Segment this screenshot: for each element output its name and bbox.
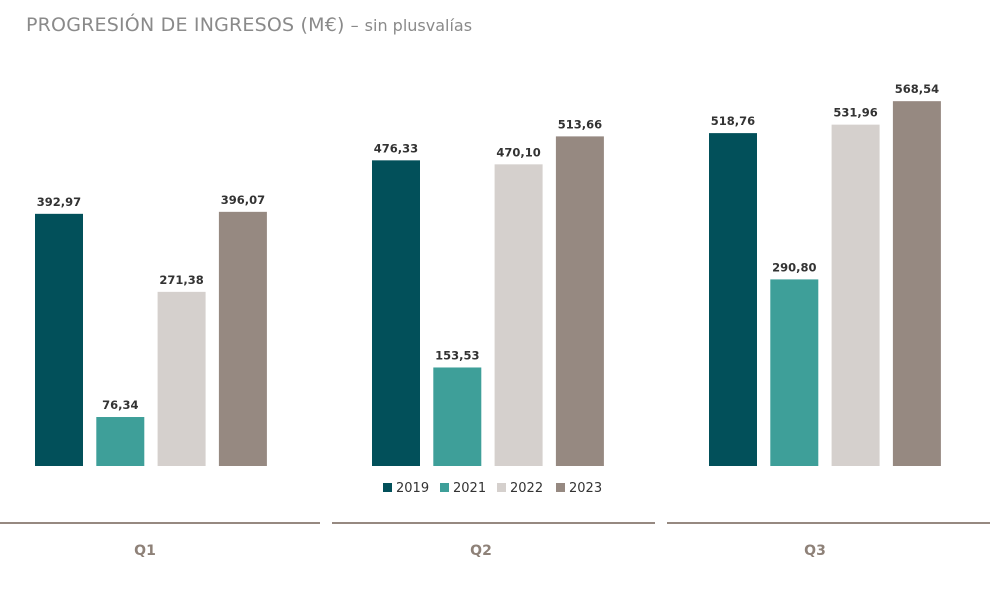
title-separator: – — [350, 16, 359, 35]
bar-q1-2023 — [218, 211, 267, 466]
bar-q2-2021 — [433, 367, 482, 466]
value-label-q1-2022: 271,38 — [159, 273, 203, 287]
bar-q3-2023 — [892, 101, 941, 467]
bar-q3-2019 — [709, 133, 757, 467]
category-label-q3: Q3 — [804, 543, 826, 559]
legend-label-2022: 2022 — [510, 481, 543, 496]
legend-label-2019: 2019 — [396, 481, 429, 496]
value-label-q2-2019: 476,33 — [374, 141, 418, 155]
value-label-q3-2022: 531,96 — [833, 106, 877, 120]
bar-q2-2023 — [555, 136, 604, 466]
bar-q2-2022 — [494, 164, 543, 466]
legend-swatch-2021 — [440, 483, 449, 492]
bar-q3-2021 — [770, 279, 819, 466]
value-label-q3-2019: 518,76 — [711, 114, 755, 128]
bar-q1-2019 — [35, 213, 83, 466]
bar-q2-2019 — [372, 160, 420, 466]
legend-label-2021: 2021 — [453, 481, 486, 496]
value-label-q2-2021: 153,53 — [435, 348, 479, 362]
legend-label-2023: 2023 — [569, 481, 602, 496]
bar-q3-2022 — [831, 124, 880, 466]
value-label-q3-2021: 290,80 — [772, 260, 816, 274]
legend-swatch-2023 — [556, 483, 565, 492]
title-subtitle: sin plusvalías — [364, 16, 473, 35]
value-label-q3-2023: 568,54 — [895, 82, 939, 96]
value-label-q2-2023: 513,66 — [558, 117, 602, 131]
value-label-q1-2021: 76,34 — [102, 398, 138, 412]
value-label-q2-2022: 470,10 — [496, 145, 540, 159]
value-label-q1-2023: 396,07 — [221, 193, 265, 207]
title-main: PROGRESIÓN DE INGRESOS (M€) — [26, 14, 345, 36]
bar-q1-2022 — [157, 291, 206, 466]
bar-q1-2021 — [96, 417, 145, 466]
legend-swatch-2022 — [497, 483, 506, 492]
category-label-q2: Q2 — [470, 543, 492, 559]
legend-swatch-2019 — [383, 483, 392, 492]
chart-title: PROGRESIÓN DE INGRESOS (M€) – sin plusvalí… — [26, 14, 472, 36]
value-label-q1-2019: 392,97 — [37, 195, 81, 209]
category-label-q1: Q1 — [134, 543, 156, 559]
